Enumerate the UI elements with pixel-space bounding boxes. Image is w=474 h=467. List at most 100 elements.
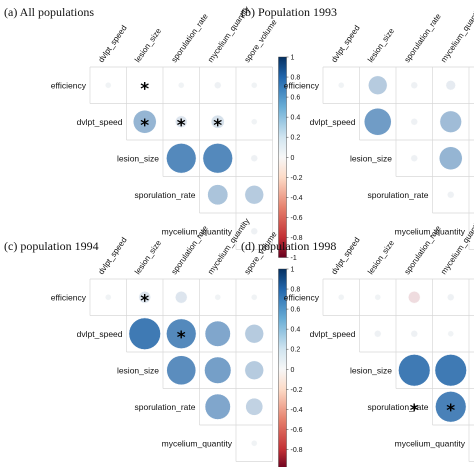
correlation-circle	[141, 82, 148, 89]
panel-title: (d) population 1998	[241, 239, 336, 253]
correlation-circle	[202, 143, 233, 174]
correlation-circle	[214, 294, 221, 301]
correlation-circle	[128, 317, 161, 350]
column-label: sporulation_rate	[170, 12, 211, 65]
panel-title: (a) All populations	[4, 5, 94, 19]
correlation-circle	[251, 82, 258, 89]
correlation-circle	[251, 294, 258, 301]
correlation-circle	[166, 318, 197, 349]
panel-title: (b) Population 1993	[241, 5, 337, 19]
correlation-circle	[434, 354, 467, 387]
column-label: lesion_size	[133, 238, 163, 276]
colorbar-tick-label: 0.6	[291, 95, 301, 102]
correlation-circle	[207, 184, 229, 206]
colorbar-tick-label: 0.8	[291, 75, 301, 82]
correlation-circle	[175, 291, 188, 304]
correlation-circle	[251, 440, 258, 447]
colorbar-tick-label: -0.4	[291, 407, 303, 414]
correlation-circle	[410, 330, 418, 338]
column-label: dvlpt_speed	[97, 24, 129, 65]
correlation-circle	[250, 227, 258, 235]
row-label: lesion_size	[117, 365, 159, 375]
column-label: dvlpt_speed	[330, 24, 362, 65]
correlation-circle	[374, 294, 381, 301]
correlation-circle	[214, 81, 222, 89]
row-label: lesion_size	[117, 153, 159, 163]
correlation-circle	[250, 154, 258, 162]
colorbar-tick-label: 0.2	[291, 347, 301, 354]
column-label: spore_volume	[243, 17, 280, 64]
correlation-circle	[105, 294, 112, 301]
significance-star: *	[140, 79, 149, 99]
correlation-circle	[435, 391, 467, 423]
colorbar-tick-label: -0.4	[291, 195, 303, 202]
column-label: lesion_size	[366, 238, 396, 276]
row-label: efficiency	[51, 80, 87, 90]
correlation-circle	[105, 82, 112, 89]
correlation-circle	[398, 354, 431, 387]
row-label: lesion_size	[350, 153, 392, 163]
row-label: sporulation_rate	[368, 402, 429, 412]
correlation-circle	[204, 320, 231, 347]
panel-4: (d) population 1998 dvlpt_speed lesion_siz…	[241, 217, 474, 462]
correlation-circle	[251, 118, 258, 125]
correlation-circle	[210, 114, 225, 129]
colorbar-tick-label: -0.2	[291, 387, 303, 394]
correlation-circle	[244, 360, 264, 380]
correlation-circle	[445, 80, 456, 91]
correlation-circle	[204, 356, 232, 384]
row-label: mycelium_quantity	[162, 226, 233, 236]
column-label: lesion_size	[366, 26, 396, 64]
correlation-circle	[245, 397, 264, 416]
correlation-circle	[410, 118, 418, 126]
colorbar-tick-label: -1	[291, 255, 297, 262]
colorbar-tick-label: 0.4	[291, 115, 301, 122]
correlation-circle	[410, 154, 418, 162]
correlation-circle	[175, 115, 188, 128]
colorbar-tick-label: 0.4	[291, 327, 301, 334]
colorbar-tick-label: -0.8	[291, 235, 303, 242]
colorbar-tick-label: -0.6	[291, 427, 303, 434]
correlation-circle	[338, 294, 345, 301]
panel-title: (c) population 1994	[4, 239, 99, 253]
colorbar-tick-label: 0.2	[291, 135, 301, 142]
colorbar-tick-label: 0	[291, 155, 295, 162]
row-label: sporulation_rate	[135, 402, 196, 412]
row-label: dvlpt_speed	[77, 329, 123, 339]
row-label: dvlpt_speed	[310, 117, 356, 127]
colorbar-tick-label: -0.8	[291, 447, 303, 454]
colorbar-tick-label: 0.8	[291, 287, 301, 294]
panel-3: (c) population 1994 dvlpt_speed lesion_siz…	[4, 217, 303, 467]
correlation-circle	[447, 293, 455, 301]
correlation-circle	[338, 82, 345, 89]
correlation-circle	[244, 324, 264, 344]
significance-star: *	[213, 116, 222, 136]
correlation-circle	[138, 291, 151, 304]
correlation-circle	[204, 393, 231, 420]
row-label: mycelium_quantity	[395, 438, 466, 448]
significance-star: *	[140, 116, 149, 136]
colorbar-tick-label: -0.6	[291, 215, 303, 222]
correlation-circle	[166, 143, 197, 174]
correlation-circle	[374, 330, 382, 338]
row-label: efficiency	[51, 292, 87, 302]
column-label: mycelium_quantity	[439, 5, 474, 64]
column-label: sporulation_rate	[403, 12, 444, 65]
significance-star: *	[446, 401, 455, 421]
correlation-circle	[447, 330, 454, 337]
correlation-circle	[447, 191, 455, 199]
row-label: mycelium_quantity	[395, 226, 466, 236]
correlation-circle	[166, 355, 197, 386]
row-label: efficiency	[284, 80, 320, 90]
correlation-circle	[410, 81, 418, 89]
row-label: efficiency	[284, 292, 320, 302]
significance-star: *	[177, 116, 186, 136]
colorbar-tick-label: 1	[291, 267, 295, 274]
row-label: lesion_size	[350, 365, 392, 375]
row-label: dvlpt_speed	[77, 117, 123, 127]
correlation-circle	[132, 109, 157, 134]
